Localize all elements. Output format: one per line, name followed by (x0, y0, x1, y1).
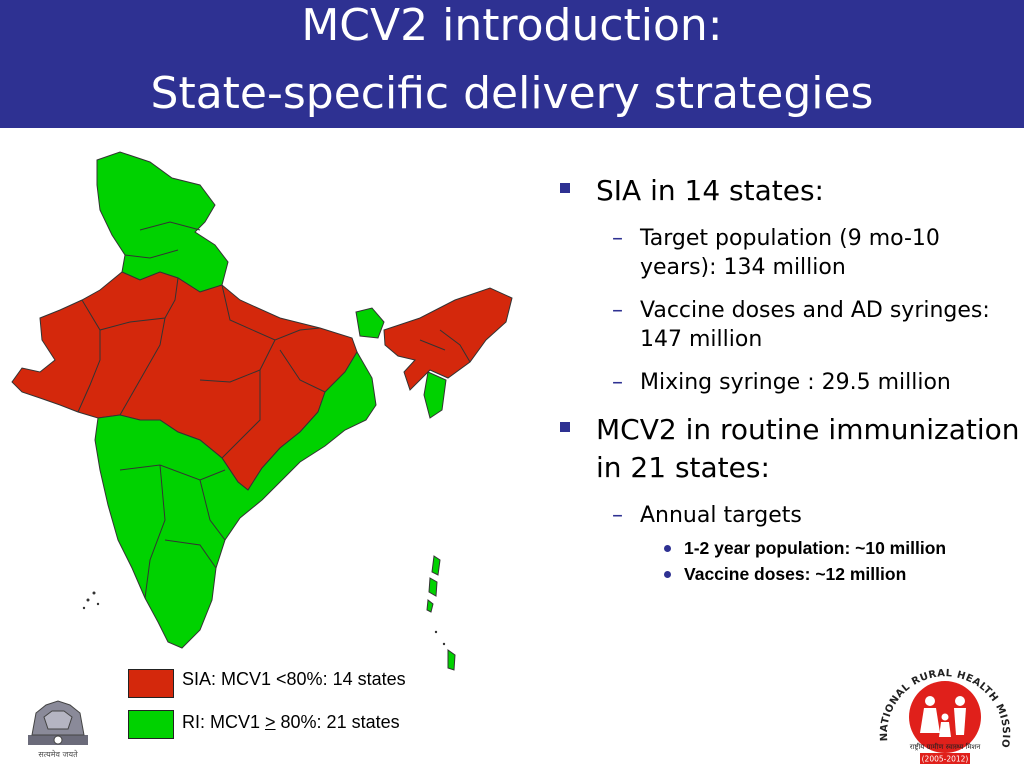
logo-years-band (920, 753, 970, 764)
sub-bullet: – Mixing syringe : 29.5 million (560, 368, 1020, 397)
andaman-islands (426, 555, 456, 671)
title-line-2: State-specific delivery strategies (150, 68, 874, 119)
legend-label-sia: SIA: MCV1 <80%: 14 states (182, 669, 406, 689)
india-map (11, 151, 513, 671)
map-sikkim-green (355, 307, 385, 339)
map-north-green (96, 151, 229, 293)
sub-bullet-text: Mixing syringe : 29.5 million (640, 370, 951, 395)
sub-bullet: – Target population (9 mo-10 years): 134… (560, 224, 1020, 282)
legend-ri-prefix: RI: MCV1 (182, 712, 266, 732)
bullet-sia: SIA in 14 states: (560, 172, 1020, 210)
family-icon (920, 696, 966, 737)
sub-bullet-text: Annual targets (640, 503, 802, 528)
sub-bullet-text: Vaccine doses and AD syringes: 147 milli… (640, 298, 990, 352)
legend-swatch-sia (128, 669, 174, 698)
legend-label-ri: RI: MCV1 > 80%: 21 states (182, 712, 400, 733)
sub-sub-bullet-text: Vaccine doses: ~12 million (684, 564, 907, 584)
sub-sub-bullet: 1-2 year population: ~10 million (560, 536, 1020, 560)
square-bullet-icon (560, 422, 570, 432)
lion-capital-icon (28, 700, 88, 745)
bullet-text: MCV2 in routine immunization in 21 state… (596, 413, 1020, 484)
title-line-1: MCV2 introduction: (301, 0, 723, 51)
map-south-green (94, 351, 377, 649)
nrhm-logo: NATIONAL RURAL HEALTH MISSION राष्ट्रीय … (870, 655, 1011, 764)
dot-bullet-icon (664, 571, 671, 578)
national-emblem: सत्यमेव जयते (18, 695, 98, 765)
sub-sub-bullet-text: 1-2 year population: ~10 million (684, 538, 947, 558)
legend-ri-suffix: 80%: 21 states (275, 712, 400, 732)
legend-swatch-ri (128, 710, 174, 739)
sub-bullet: – Annual targets (560, 501, 1020, 530)
dot-bullet-icon (664, 545, 671, 552)
state-borders (77, 221, 471, 599)
logo-years: (2005-2012) (922, 755, 969, 764)
dash-icon: – (612, 370, 623, 395)
bullet-mcv2-routine: MCV2 in routine immunization in 21 state… (560, 411, 1020, 487)
sub-bullet-text: Target population (9 mo-10 years): 134 m… (640, 226, 940, 280)
dash-icon: – (612, 503, 623, 528)
map-tripura-green (423, 371, 447, 419)
emblem-caption: सत्यमेव जयते (38, 750, 78, 759)
square-bullet-icon (560, 183, 570, 193)
map-northeast-red (383, 287, 513, 391)
lakshadweep-islands (82, 591, 446, 646)
bullet-list: SIA in 14 states: – Target population (9… (560, 172, 1020, 588)
dash-icon: – (612, 298, 623, 323)
title-bar: MCV2 introduction: State-specific delive… (0, 0, 1024, 128)
logo-hindi-text: राष्ट्रीय ग्रामीण स्वास्थ्य मिशन (910, 742, 981, 751)
legend-ri-symbol: > (265, 712, 276, 732)
bullet-text: SIA in 14 states: (596, 174, 824, 207)
sub-sub-bullet: Vaccine doses: ~12 million (560, 562, 1020, 586)
sub-bullet: – Vaccine doses and AD syringes: 147 mil… (560, 296, 1020, 354)
dash-icon: – (612, 226, 623, 251)
